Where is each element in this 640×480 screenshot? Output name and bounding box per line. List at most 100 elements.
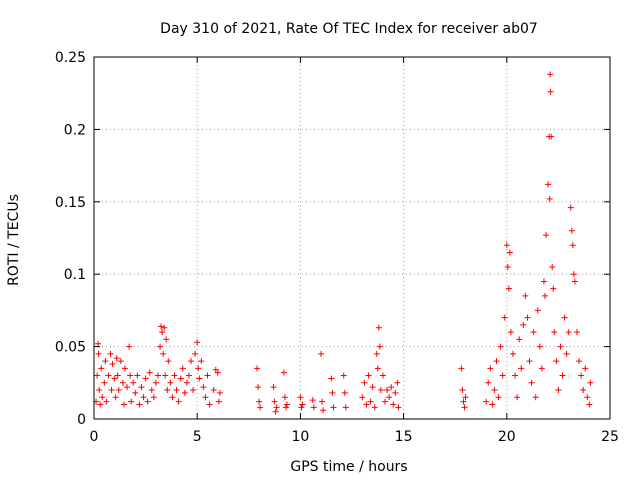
data-point	[318, 350, 325, 357]
data-point	[271, 398, 278, 405]
data-point	[257, 404, 264, 411]
data-point	[495, 394, 502, 401]
data-point	[167, 379, 174, 386]
data-point	[200, 384, 207, 391]
data-point	[121, 365, 128, 372]
data-point	[578, 372, 585, 379]
y-tick-label: 0.25	[55, 50, 86, 66]
data-point	[330, 404, 337, 411]
data-point	[520, 321, 527, 328]
data-point	[563, 350, 570, 357]
y-axis-title: ROTI / TECUs	[6, 194, 22, 286]
x-tick-label: 10	[291, 429, 309, 445]
data-point	[161, 324, 168, 331]
data-point	[341, 389, 348, 396]
data-point	[148, 387, 155, 394]
data-point	[150, 394, 157, 401]
data-point	[154, 372, 161, 379]
data-point	[114, 372, 121, 379]
data-point	[215, 398, 222, 405]
data-point	[548, 133, 555, 140]
data-point	[126, 343, 133, 350]
data-point	[547, 88, 554, 95]
data-point	[214, 369, 221, 376]
data-point	[483, 398, 490, 405]
data-point	[497, 343, 504, 350]
data-point	[524, 314, 531, 321]
data-point	[375, 324, 382, 331]
data-point	[181, 389, 188, 396]
data-point	[570, 271, 577, 278]
data-point	[144, 398, 151, 405]
x-tick-label: 0	[90, 429, 99, 445]
data-point	[120, 401, 127, 408]
data-point	[107, 350, 114, 357]
data-point	[374, 365, 381, 372]
data-point	[94, 372, 101, 379]
data-point	[373, 350, 380, 357]
data-point	[98, 365, 105, 372]
data-point	[128, 398, 135, 405]
data-point	[97, 401, 104, 408]
data-point	[281, 394, 288, 401]
data-point	[329, 389, 336, 396]
data-point	[152, 379, 159, 386]
data-point	[210, 387, 217, 394]
data-point	[134, 372, 141, 379]
data-point	[130, 379, 137, 386]
data-point	[555, 387, 562, 394]
data-point	[536, 343, 543, 350]
data-point	[359, 394, 366, 401]
data-point	[190, 387, 197, 394]
y-tick-label: 0.15	[55, 195, 86, 211]
data-point	[505, 285, 512, 292]
data-point	[550, 285, 557, 292]
data-point	[561, 314, 568, 321]
data-point	[99, 394, 106, 401]
data-point	[179, 365, 186, 372]
data-point	[198, 358, 205, 365]
data-point	[109, 360, 116, 367]
data-point	[390, 401, 397, 408]
data-point	[584, 394, 591, 401]
data-point	[103, 398, 110, 405]
data-point	[499, 372, 506, 379]
data-point	[140, 394, 147, 401]
data-point	[164, 387, 171, 394]
data-point	[587, 379, 594, 386]
data-point	[460, 398, 467, 405]
data-point	[506, 249, 513, 256]
data-point	[487, 365, 494, 372]
data-point	[254, 365, 261, 372]
x-tick-label: 20	[498, 429, 516, 445]
data-point	[538, 365, 545, 372]
data-point	[586, 401, 593, 408]
data-point	[309, 397, 316, 404]
data-point	[310, 404, 317, 411]
data-point	[559, 372, 566, 379]
data-point	[298, 404, 305, 411]
data-points-layer	[93, 71, 594, 415]
data-point	[108, 387, 115, 394]
grid-layer	[94, 57, 610, 419]
data-point	[185, 372, 192, 379]
ticks-layer: 0 5 10 15 20 25 0 0.05 0.1 0.15 0.2 0.25	[55, 50, 619, 445]
data-point	[573, 329, 580, 336]
data-point	[489, 401, 496, 408]
data-point	[371, 404, 378, 411]
data-point	[394, 379, 401, 386]
data-point	[532, 394, 539, 401]
data-point	[95, 350, 102, 357]
data-point	[395, 404, 402, 411]
data-point	[382, 398, 389, 405]
data-point	[113, 355, 120, 362]
data-point	[280, 369, 287, 376]
data-point	[160, 350, 167, 357]
data-point	[386, 394, 393, 401]
data-point	[158, 323, 165, 330]
data-point	[528, 379, 535, 386]
data-point	[530, 329, 537, 336]
data-point	[367, 398, 374, 405]
